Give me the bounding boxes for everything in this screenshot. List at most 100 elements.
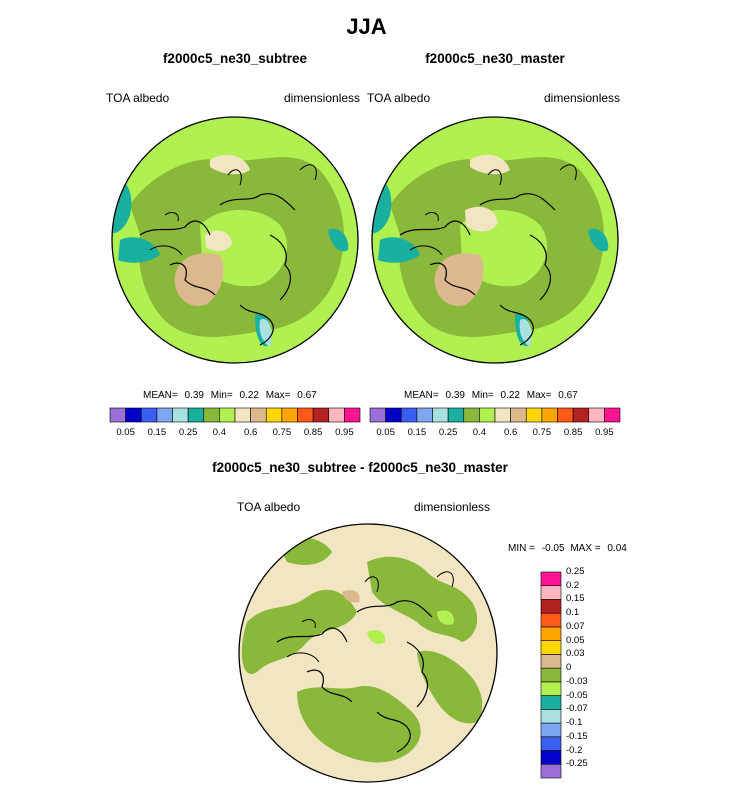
map1-region-greenland [174, 253, 224, 306]
diff-colorbar-swatch [540, 585, 562, 600]
map2-region-cream1 [465, 206, 498, 232]
map2-region-greenland [434, 253, 484, 306]
diff-min-value: -0.05 [541, 543, 565, 554]
colorbar-tick-label: 0.4 [472, 427, 486, 438]
colorbar-swatch [281, 407, 298, 423]
diff-colorbar-swatch [540, 695, 562, 710]
diff-colorbar-tick-label: 0.1 [566, 607, 580, 619]
panel2-min-label: Min= [471, 390, 494, 401]
diff-region-tan [342, 590, 360, 603]
map1-region-teal2 [118, 237, 160, 263]
map1-region-teal4 [328, 228, 349, 252]
diff-coastline-2 [286, 571, 454, 663]
diff-colorbar-tick-label: 0.07 [566, 620, 585, 632]
colorbar-swatch [156, 407, 173, 423]
colorbar-subtree [109, 407, 361, 423]
map1-region-cream1 [205, 230, 232, 252]
diff-coastline-1 [276, 600, 433, 753]
colorbar-swatch [203, 407, 220, 423]
diff-colorbar-tick-label: 0.05 [566, 634, 585, 646]
panel2-title: f2000c5_ne30_master [425, 51, 565, 66]
panel2-mean-label: MEAN= [404, 390, 439, 401]
panel2-min-value: 0.22 [500, 390, 520, 401]
panel1-min-value: 0.22 [239, 390, 259, 401]
colorbar-tick-label: 0.25 [438, 427, 458, 438]
panel1-stats: MEAN= 0.39 Min= 0.22 Max= 0.67 [143, 390, 317, 401]
diff-colorbar-swatch [540, 654, 562, 669]
panel1-right-label: dimensionless [284, 91, 361, 105]
colorbar-swatch [557, 407, 574, 423]
diff-colorbar-tick-label: -0.05 [566, 689, 588, 701]
panel2-right-label: dimensionless [544, 91, 621, 105]
diff-region-green4 [417, 650, 483, 724]
colorbar-swatch [400, 407, 418, 423]
colorbar-tick-label: 0.05 [116, 427, 135, 438]
panel2-mean-value: 0.39 [445, 390, 465, 401]
map2-region-cream2 [470, 154, 510, 175]
colorbar-master-ticks: 0.05 0.15 0.25 0.4 0.6 0.75 0.85 0.95 [370, 427, 620, 441]
panel1-left-label: TOA albedo [106, 91, 170, 105]
colorbar-swatch [588, 407, 605, 423]
panel1-min-label: Min= [210, 390, 233, 401]
colorbar-tick-label: 0.6 [244, 427, 258, 438]
colorbar-diff [540, 571, 562, 779]
colorbar-tick-label: 0.4 [212, 427, 226, 438]
diff-colorbar-swatch [540, 722, 562, 738]
panel2-max-label: Max= [526, 390, 552, 401]
diff-colorbar-tick-label: -0.25 [566, 758, 588, 770]
diff-colorbar-swatch [540, 681, 562, 696]
diff-colorbar-tick-label: -0.07 [566, 703, 588, 715]
diff-colorbar-swatch [540, 667, 562, 683]
map2-region-cyan [519, 319, 532, 347]
colorbar-tick-label: 0.75 [272, 427, 292, 438]
diff-left-label: TOA albedo [237, 500, 301, 514]
diff-title: f2000c5_ne30_subtree - f2000c5_ne30_mast… [212, 460, 508, 475]
panel1-mean-label: MEAN= [143, 390, 178, 401]
diff-colorbar-tick-label: 0.25 [566, 566, 585, 577]
colorbar-swatch [416, 407, 433, 423]
colorbar-tick-label: 0.6 [504, 427, 518, 438]
colorbar-tick-label: 0.95 [595, 427, 614, 438]
colorbar-swatch [572, 407, 590, 423]
colorbar-swatch [140, 407, 158, 423]
colorbar-swatch [525, 407, 543, 423]
diff-region-green3 [297, 686, 421, 763]
diff-stats: MIN = -0.05 MAX = 0.04 [508, 543, 627, 554]
diff-colorbar-swatch [540, 709, 562, 724]
colorbar-swatch [479, 407, 496, 423]
colorbar-swatch [219, 407, 236, 423]
diff-border [238, 523, 498, 783]
colorbar-swatch [265, 407, 283, 423]
map1-coastline-1 [139, 193, 296, 346]
colorbar-diff-ticks: -0.25 -0.2 -0.15 -0.1 -0.07 -0.05 -0.03 0 0.03 0.… [566, 566, 606, 778]
colorbar-swatch [250, 407, 267, 423]
colorbar-tick-label: 0.75 [532, 427, 552, 438]
colorbar-swatch [344, 407, 361, 423]
colorbar-swatch [604, 407, 621, 423]
diff-colorbar-swatch [540, 599, 562, 614]
diff-colorbar-tick-label: 0.15 [566, 593, 585, 605]
colorbar-swatch [312, 407, 330, 423]
diff-colorbar-tick-label: 0 [566, 662, 572, 674]
diff-right-label: dimensionless [414, 500, 491, 514]
colorbar-swatch [234, 407, 251, 423]
map1-region-cyan [259, 319, 272, 347]
colorbar-swatch [125, 407, 142, 423]
colorbar-tick-label: 0.85 [563, 427, 583, 438]
panel1-title: f2000c5_ne30_subtree [162, 51, 308, 66]
diff-colorbar-swatch [540, 763, 562, 779]
colorbar-swatch [510, 407, 527, 423]
map2-region-teal2 [378, 237, 420, 263]
map1-region-cream2 [210, 154, 250, 175]
colorbar-subtree-ticks: 0.05 0.15 0.25 0.4 0.6 0.75 0.85 0.95 [110, 427, 360, 441]
colorbar-tick-label: 0.05 [376, 427, 395, 438]
map2-border [371, 116, 619, 364]
colorbar-tick-label: 0.15 [407, 427, 427, 438]
panel1-max-value: 0.67 [297, 390, 317, 401]
figure-title: JJA [346, 14, 387, 39]
colorbar-swatch [541, 407, 558, 423]
diff-max-value: 0.04 [607, 543, 627, 554]
map2-coastline-2 [409, 164, 577, 256]
diff-colorbar-swatch [540, 612, 562, 628]
colorbar-tick-label: 0.25 [178, 427, 198, 438]
